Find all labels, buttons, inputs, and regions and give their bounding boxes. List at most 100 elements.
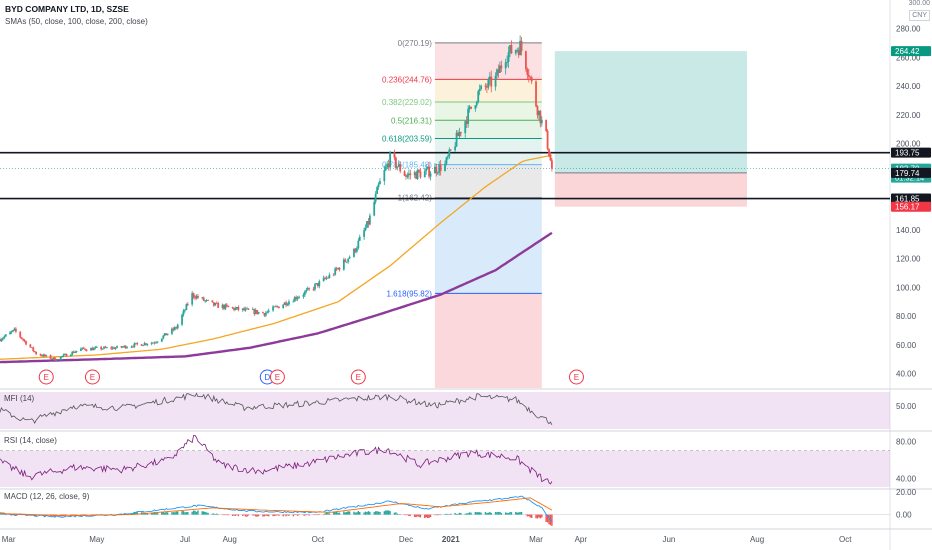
- sma-indicator-label[interactable]: SMAs (50, close, 100, close, 200, close): [5, 17, 148, 26]
- macd-histogram-bar: [406, 514, 409, 516]
- candle-body: [445, 157, 448, 164]
- candle-body: [247, 308, 250, 310]
- candle-body: [477, 91, 480, 103]
- candle-body: [504, 62, 507, 69]
- macd-histogram-bar: [416, 514, 419, 517]
- macd-histogram-bar: [182, 511, 185, 515]
- candle-body: [458, 132, 461, 137]
- candle-body: [93, 348, 95, 351]
- candle-body: [399, 164, 402, 172]
- macd-histogram-bar: [438, 514, 440, 515]
- candle-body: [81, 347, 84, 349]
- symbol-title[interactable]: BYD COMPANY LTD, 1D, SZSE: [5, 4, 129, 14]
- candle-body: [494, 75, 497, 87]
- candle-body: [13, 328, 16, 331]
- macd-histogram-bar: [497, 511, 500, 515]
- macd-histogram-bar: [324, 513, 326, 515]
- macd-histogram-bar: [395, 512, 397, 515]
- candle-body: [436, 172, 439, 174]
- macd-histogram-bar: [393, 512, 396, 515]
- macd-histogram-bar: [288, 514, 290, 516]
- macd-histogram-bar: [152, 512, 154, 515]
- mfi-tick-label: 50.00: [896, 402, 917, 411]
- macd-histogram-bar: [275, 514, 277, 516]
- candle-body: [143, 343, 146, 346]
- candle-body: [337, 267, 339, 270]
- candle-body: [292, 301, 295, 303]
- macd-histogram-bar: [413, 514, 416, 518]
- macd-histogram-bar: [318, 514, 321, 515]
- candle-body: [152, 342, 155, 344]
- candle-body: [305, 289, 308, 292]
- macd-histogram-bar: [273, 514, 276, 517]
- candle-body: [191, 293, 194, 305]
- fib-zone: [434, 102, 542, 121]
- mfi-pane-label[interactable]: MFI (14): [4, 394, 35, 403]
- macd-histogram-bar: [65, 514, 68, 516]
- macd-histogram-bar: [379, 511, 381, 515]
- macd-histogram-bar: [184, 512, 186, 515]
- currency-badge[interactable]: CNY: [909, 10, 930, 21]
- candle-body: [353, 248, 355, 257]
- macd-histogram-bar: [528, 514, 530, 517]
- candle-body: [182, 310, 185, 315]
- macd-histogram-bar: [348, 511, 351, 515]
- rsi-pane-label[interactable]: RSI (14, close): [4, 436, 57, 445]
- candle-body: [409, 173, 412, 176]
- candle-body: [312, 288, 315, 290]
- macd-histogram-bar: [255, 514, 257, 517]
- candle-body: [423, 171, 426, 178]
- candle-body: [1, 338, 4, 340]
- macd-pane-label[interactable]: MACD (12, 26, close, 9): [4, 492, 90, 501]
- candle-body: [214, 302, 217, 306]
- macd-histogram-bar: [500, 512, 503, 515]
- fib-zone: [434, 138, 542, 165]
- price-axis-label: 156.17: [895, 203, 920, 212]
- macd-histogram-bar: [408, 514, 410, 517]
- candle-body: [110, 347, 113, 349]
- candle-body: [211, 300, 214, 303]
- macd-histogram-bar: [317, 514, 319, 516]
- candle-body: [277, 306, 280, 309]
- candle-body: [62, 354, 65, 357]
- macd-histogram-bar: [5, 514, 7, 516]
- macd-histogram-bar: [71, 514, 73, 516]
- event-marker-label: E: [356, 373, 361, 382]
- price-tick-label: 120.00: [896, 255, 921, 264]
- candle-body: [467, 108, 470, 124]
- macd-histogram-bar: [460, 512, 462, 515]
- candle-body: [14, 328, 17, 332]
- macd-histogram-bar: [464, 513, 466, 515]
- candle-body: [163, 333, 166, 336]
- macd-histogram-bar: [369, 511, 371, 515]
- macd-histogram-bar: [175, 511, 177, 515]
- price-tick-label: 260.00: [896, 53, 921, 62]
- macd-histogram-bar: [484, 512, 487, 515]
- macd-histogram-bar: [242, 514, 244, 516]
- macd-histogram-bar: [295, 514, 297, 516]
- macd-histogram-bar: [236, 514, 238, 516]
- candle-body: [449, 149, 452, 151]
- macd-histogram-bar: [478, 512, 481, 515]
- macd-histogram-bar: [307, 514, 309, 516]
- macd-histogram-bar: [253, 514, 255, 516]
- candle-body: [428, 166, 431, 177]
- long-position-stop-zone: [554, 172, 747, 207]
- candle-body: [61, 356, 64, 357]
- candle-body: [72, 351, 75, 353]
- macd-histogram-bar: [197, 510, 199, 515]
- price-tick-label: 60.00: [896, 341, 917, 350]
- candle-body: [272, 306, 274, 311]
- candle-body: [407, 173, 410, 176]
- candle-body: [335, 268, 338, 270]
- candle-body: [160, 338, 163, 342]
- candle-body: [387, 163, 390, 168]
- candle-body: [457, 132, 459, 137]
- time-tick-label: Apr: [575, 535, 588, 544]
- candle-body: [438, 164, 441, 173]
- candle-body: [116, 346, 118, 348]
- fib-level-label: 0.786(185.48): [382, 161, 432, 170]
- candle-body: [123, 345, 126, 347]
- candle-body: [338, 267, 341, 270]
